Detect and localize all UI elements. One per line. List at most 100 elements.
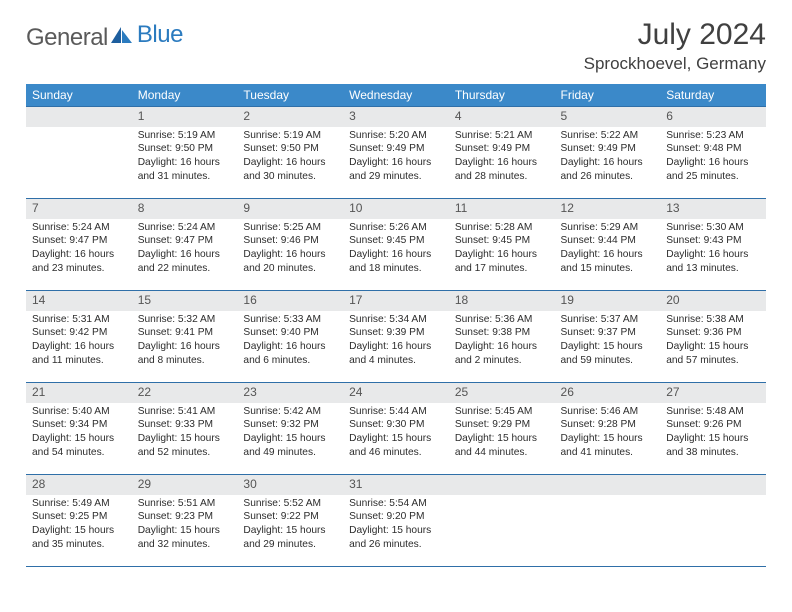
- sunset-text: Sunset: 9:49 PM: [455, 142, 549, 156]
- daylight-text: Daylight: 16 hours and 29 minutes.: [349, 156, 443, 184]
- sunset-text: Sunset: 9:46 PM: [243, 234, 337, 248]
- sunset-text: Sunset: 9:28 PM: [561, 418, 655, 432]
- day-cell: 31Sunrise: 5:54 AMSunset: 9:20 PMDayligh…: [343, 475, 449, 567]
- sunrise-text: Sunrise: 5:38 AM: [666, 313, 760, 327]
- day-info: Sunrise: 5:19 AMSunset: 9:50 PMDaylight:…: [237, 127, 343, 188]
- day-info: Sunrise: 5:52 AMSunset: 9:22 PMDaylight:…: [237, 495, 343, 556]
- day-info: Sunrise: 5:44 AMSunset: 9:30 PMDaylight:…: [343, 403, 449, 464]
- daylight-text: Daylight: 16 hours and 15 minutes.: [561, 248, 655, 276]
- sunrise-text: Sunrise: 5:31 AM: [32, 313, 126, 327]
- sunrise-text: Sunrise: 5:24 AM: [32, 221, 126, 235]
- sunrise-text: Sunrise: 5:44 AM: [349, 405, 443, 419]
- day-info: Sunrise: 5:28 AMSunset: 9:45 PMDaylight:…: [449, 219, 555, 280]
- sunrise-text: Sunrise: 5:29 AM: [561, 221, 655, 235]
- daylight-text: Daylight: 16 hours and 30 minutes.: [243, 156, 337, 184]
- weekday-wednesday: Wednesday: [343, 84, 449, 107]
- sunset-text: Sunset: 9:34 PM: [32, 418, 126, 432]
- daylight-text: Daylight: 15 hours and 29 minutes.: [243, 524, 337, 552]
- day-cell: 25Sunrise: 5:45 AMSunset: 9:29 PMDayligh…: [449, 383, 555, 475]
- sunrise-text: Sunrise: 5:25 AM: [243, 221, 337, 235]
- day-cell: 23Sunrise: 5:42 AMSunset: 9:32 PMDayligh…: [237, 383, 343, 475]
- weekday-saturday: Saturday: [660, 84, 766, 107]
- daylight-text: Daylight: 16 hours and 8 minutes.: [138, 340, 232, 368]
- day-info: Sunrise: 5:31 AMSunset: 9:42 PMDaylight:…: [26, 311, 132, 372]
- daylight-text: Daylight: 15 hours and 44 minutes.: [455, 432, 549, 460]
- day-info: Sunrise: 5:49 AMSunset: 9:25 PMDaylight:…: [26, 495, 132, 556]
- day-number: 14: [26, 291, 132, 311]
- day-number: 20: [660, 291, 766, 311]
- sunrise-text: Sunrise: 5:30 AM: [666, 221, 760, 235]
- calendar-page: General Blue July 2024 Sprockhoevel, Ger…: [0, 0, 792, 577]
- day-cell: 8Sunrise: 5:24 AMSunset: 9:47 PMDaylight…: [132, 199, 238, 291]
- sunrise-text: Sunrise: 5:45 AM: [455, 405, 549, 419]
- sunset-text: Sunset: 9:43 PM: [666, 234, 760, 248]
- day-number: 4: [449, 107, 555, 127]
- day-cell: 24Sunrise: 5:44 AMSunset: 9:30 PMDayligh…: [343, 383, 449, 475]
- day-cell: 16Sunrise: 5:33 AMSunset: 9:40 PMDayligh…: [237, 291, 343, 383]
- day-number: 5: [555, 107, 661, 127]
- daylight-text: Daylight: 16 hours and 22 minutes.: [138, 248, 232, 276]
- daylight-text: Daylight: 15 hours and 35 minutes.: [32, 524, 126, 552]
- day-number: 27: [660, 383, 766, 403]
- sunset-text: Sunset: 9:47 PM: [138, 234, 232, 248]
- page-title: July 2024: [584, 18, 766, 52]
- day-cell: 27Sunrise: 5:48 AMSunset: 9:26 PMDayligh…: [660, 383, 766, 475]
- daylight-text: Daylight: 15 hours and 54 minutes.: [32, 432, 126, 460]
- sunrise-text: Sunrise: 5:41 AM: [138, 405, 232, 419]
- sunrise-text: Sunrise: 5:40 AM: [32, 405, 126, 419]
- day-info: Sunrise: 5:29 AMSunset: 9:44 PMDaylight:…: [555, 219, 661, 280]
- day-info: Sunrise: 5:23 AMSunset: 9:48 PMDaylight:…: [660, 127, 766, 188]
- sunset-text: Sunset: 9:45 PM: [455, 234, 549, 248]
- sunrise-text: Sunrise: 5:22 AM: [561, 129, 655, 143]
- day-cell: 17Sunrise: 5:34 AMSunset: 9:39 PMDayligh…: [343, 291, 449, 383]
- sunset-text: Sunset: 9:38 PM: [455, 326, 549, 340]
- day-info: Sunrise: 5:36 AMSunset: 9:38 PMDaylight:…: [449, 311, 555, 372]
- day-number: 6: [660, 107, 766, 127]
- day-number: 24: [343, 383, 449, 403]
- sunset-text: Sunset: 9:20 PM: [349, 510, 443, 524]
- sunset-text: Sunset: 9:49 PM: [349, 142, 443, 156]
- day-number: 10: [343, 199, 449, 219]
- sunset-text: Sunset: 9:23 PM: [138, 510, 232, 524]
- daylight-text: Daylight: 16 hours and 25 minutes.: [666, 156, 760, 184]
- day-cell: 3Sunrise: 5:20 AMSunset: 9:49 PMDaylight…: [343, 107, 449, 199]
- sunrise-text: Sunrise: 5:52 AM: [243, 497, 337, 511]
- daylight-text: Daylight: 16 hours and 18 minutes.: [349, 248, 443, 276]
- day-cell: 2Sunrise: 5:19 AMSunset: 9:50 PMDaylight…: [237, 107, 343, 199]
- sunset-text: Sunset: 9:26 PM: [666, 418, 760, 432]
- day-cell: 1Sunrise: 5:19 AMSunset: 9:50 PMDaylight…: [132, 107, 238, 199]
- sunrise-text: Sunrise: 5:36 AM: [455, 313, 549, 327]
- day-info: Sunrise: 5:25 AMSunset: 9:46 PMDaylight:…: [237, 219, 343, 280]
- daylight-text: Daylight: 15 hours and 59 minutes.: [561, 340, 655, 368]
- day-cell: 11Sunrise: 5:28 AMSunset: 9:45 PMDayligh…: [449, 199, 555, 291]
- calendar-row: 21Sunrise: 5:40 AMSunset: 9:34 PMDayligh…: [26, 383, 766, 475]
- day-cell: 7Sunrise: 5:24 AMSunset: 9:47 PMDaylight…: [26, 199, 132, 291]
- sunrise-text: Sunrise: 5:32 AM: [138, 313, 232, 327]
- day-number: 9: [237, 199, 343, 219]
- weekday-thursday: Thursday: [449, 84, 555, 107]
- day-number: 26: [555, 383, 661, 403]
- sunrise-text: Sunrise: 5:34 AM: [349, 313, 443, 327]
- sunrise-text: Sunrise: 5:54 AM: [349, 497, 443, 511]
- day-cell: 15Sunrise: 5:32 AMSunset: 9:41 PMDayligh…: [132, 291, 238, 383]
- sunrise-text: Sunrise: 5:23 AM: [666, 129, 760, 143]
- sunset-text: Sunset: 9:39 PM: [349, 326, 443, 340]
- sunset-text: Sunset: 9:48 PM: [666, 142, 760, 156]
- day-number: 18: [449, 291, 555, 311]
- day-number: 3: [343, 107, 449, 127]
- sunrise-text: Sunrise: 5:33 AM: [243, 313, 337, 327]
- day-info: Sunrise: 5:37 AMSunset: 9:37 PMDaylight:…: [555, 311, 661, 372]
- sunrise-text: Sunrise: 5:28 AM: [455, 221, 549, 235]
- sunset-text: Sunset: 9:33 PM: [138, 418, 232, 432]
- day-number: 15: [132, 291, 238, 311]
- daylight-text: Daylight: 16 hours and 11 minutes.: [32, 340, 126, 368]
- day-number: [555, 475, 661, 495]
- day-cell: 30Sunrise: 5:52 AMSunset: 9:22 PMDayligh…: [237, 475, 343, 567]
- day-info: Sunrise: 5:42 AMSunset: 9:32 PMDaylight:…: [237, 403, 343, 464]
- day-number: 7: [26, 199, 132, 219]
- day-number: 29: [132, 475, 238, 495]
- sunrise-text: Sunrise: 5:37 AM: [561, 313, 655, 327]
- daylight-text: Daylight: 15 hours and 38 minutes.: [666, 432, 760, 460]
- day-number: 28: [26, 475, 132, 495]
- day-number: 13: [660, 199, 766, 219]
